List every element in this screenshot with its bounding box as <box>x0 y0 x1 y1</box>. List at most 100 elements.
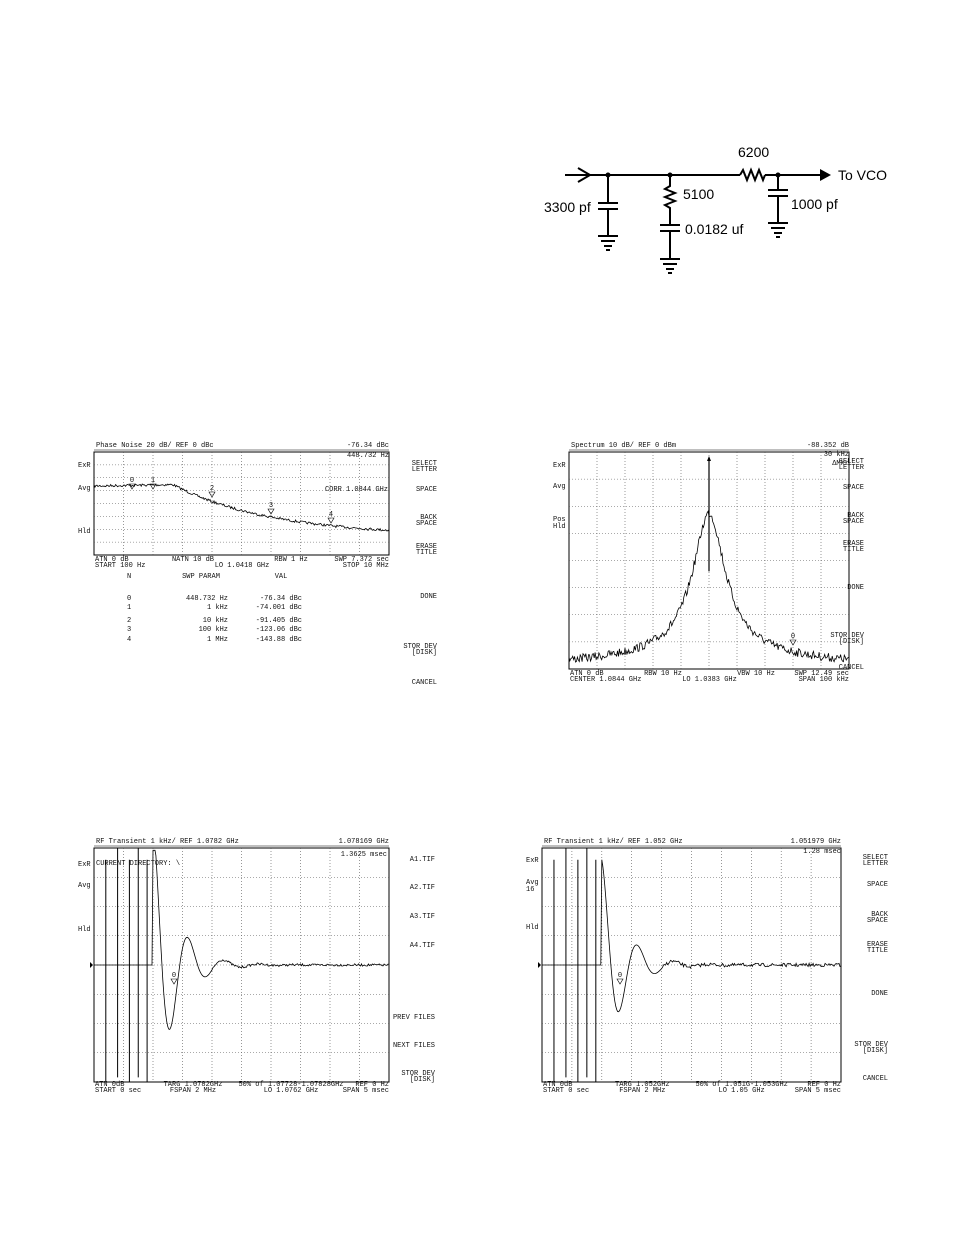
softkey-label: A1.TIF <box>410 856 435 864</box>
softkey-label: SPACE <box>416 486 437 494</box>
footer-text: START 0 sec <box>543 1087 589 1095</box>
footer-text: SPAN 5 msec <box>343 1087 389 1095</box>
table-header: SWP PARAM <box>182 573 220 581</box>
readout: -76.34 dBc <box>347 442 389 450</box>
analyzer-screen: RF Transient 1 kHz/ REF 1.052 GHz 1.05197… <box>526 838 889 1095</box>
table-cell: 1 <box>127 604 131 612</box>
softkey-label: SPACE <box>867 881 888 889</box>
softkey-label: STOR DEV <box>854 1041 888 1049</box>
softkey-label: CANCEL <box>863 1075 888 1083</box>
footer-text: RBW 1 Hz <box>274 556 308 564</box>
footer-text: 50% of 1.051G-1.053GHz <box>695 1081 787 1089</box>
table-cell: -143.88 dBc <box>256 636 302 644</box>
component-label: To VCO <box>838 167 887 183</box>
screen-title: Spectrum 10 dB/ REF 0 dBm <box>571 442 676 450</box>
marker-arrow <box>707 456 711 461</box>
footer-text: NATN 10 dB <box>172 556 214 564</box>
footer-text: SPAN 5 msec <box>795 1087 841 1095</box>
softkey-label: CANCEL <box>839 664 864 672</box>
softkey-label: NEXT FILES <box>393 1042 435 1050</box>
footer-text: SWP 12.49 sec <box>794 670 849 678</box>
side-label: 16 <box>526 886 534 894</box>
softkey-label: STOR DEV <box>830 632 864 640</box>
input-capacitor <box>598 175 618 251</box>
analyzer-screen: RF Transient 1 kHz/ REF 1.0782 GHz 1.0781… <box>78 838 436 1095</box>
marker-symbol <box>616 978 624 985</box>
footer-text: FSPAN 2 MHz <box>619 1087 665 1095</box>
softkey-label: A3.TIF <box>410 913 435 921</box>
footer-text: ATN 0 dB <box>570 670 604 678</box>
softkey-label: [DISK] <box>410 1076 435 1084</box>
footer-text: LO 1.0383 GHz <box>682 676 737 684</box>
readout: 1.078169 GHz <box>339 838 389 846</box>
softkey-label: [DISK] <box>412 649 437 657</box>
table-header: N <box>127 573 131 581</box>
readout: 1.28 msec <box>803 848 841 856</box>
reference-pointer <box>90 962 93 968</box>
softkey-label: A4.TIF <box>410 942 435 950</box>
table-cell: 448.732 Hz <box>186 595 228 603</box>
table-cell: -91.405 dBc <box>256 617 302 625</box>
marker-symbol <box>128 483 136 490</box>
side-label: ExR <box>526 857 539 865</box>
softkey-label: LETTER <box>412 466 438 474</box>
readout: 1.051979 GHz <box>791 838 841 846</box>
footer-text: REF 0 Hz <box>807 1081 841 1089</box>
footer-text: FSPAN 2 MHz <box>170 1087 216 1095</box>
marker-label: 0 <box>791 633 795 641</box>
marker-label: 3 <box>269 502 273 510</box>
softkey-label: PREV FILES <box>393 1014 435 1022</box>
footer-text: 50% of 1.07728-1.07828GHz <box>238 1081 343 1089</box>
footer-text: LO 1.0762 GHz <box>264 1087 319 1095</box>
marker-label: 4 <box>329 511 333 519</box>
trace <box>542 859 842 1013</box>
output-capacitor <box>768 175 788 238</box>
marker-symbol <box>327 517 335 524</box>
series-resistor <box>739 167 766 183</box>
footer-text: ATN 0 dB <box>95 556 129 564</box>
marker-label: 0 <box>172 972 176 980</box>
marker-symbol <box>789 639 797 646</box>
marker-symbol <box>149 483 157 490</box>
marker-label: 1 <box>151 477 155 485</box>
table-cell: 4 <box>127 636 131 644</box>
trace <box>94 849 389 1030</box>
schematic: 6200 To VCO 5100 3300 pf 0.0182 uf 1000 … <box>544 144 887 274</box>
softkey-label: BACK <box>420 514 438 522</box>
footer-text: LO 1.0418 GHz <box>215 562 270 570</box>
annotation: CORR 1.0844 GHz <box>325 486 388 494</box>
table-cell: -74.001 dBc <box>256 604 302 612</box>
softkey-label: STOR DEV <box>403 643 437 651</box>
softkey-label: SELECT <box>412 460 437 468</box>
marker-symbol <box>267 508 275 515</box>
softkey-label: STOR DEV <box>401 1070 435 1078</box>
marker-symbol <box>208 491 216 498</box>
component-label: 0.0182 uf <box>685 221 743 237</box>
footer-text: VBW 10 Hz <box>737 670 775 678</box>
table-cell: -76.34 dBc <box>260 595 302 603</box>
component-label: 1000 pf <box>791 196 838 212</box>
softkey-label: [DISK] <box>839 638 864 646</box>
softkey-label: SPACE <box>843 484 864 492</box>
footer-text: START 100 Hz <box>95 562 145 570</box>
trace <box>93 483 390 532</box>
softkey-label: SELECT <box>839 458 864 466</box>
footer-text: START 0 sec <box>95 1087 141 1095</box>
input-arrow <box>577 167 592 183</box>
readout: 448.732 Hz <box>347 452 389 460</box>
marker-label: 0 <box>618 972 622 980</box>
softkey-label: DONE <box>420 593 437 601</box>
readout: -88.352 dB <box>807 442 849 450</box>
footer-text: ATN 0dB <box>95 1081 124 1089</box>
side-label: Avg <box>78 485 91 493</box>
table-cell: 100 kHz <box>199 626 228 634</box>
screen-title: Phase Noise 20 dB/ REF 0 dBc <box>96 442 214 450</box>
footer-text: REF 0 Hz <box>355 1081 389 1089</box>
softkey-label: CANCEL <box>412 679 437 687</box>
readout: 1.3625 msec <box>341 851 387 859</box>
softkey-label: LETTER <box>839 464 865 472</box>
softkey-label: ERASE <box>867 941 888 949</box>
screen-title: RF Transient 1 kHz/ REF 1.052 GHz <box>544 838 683 846</box>
